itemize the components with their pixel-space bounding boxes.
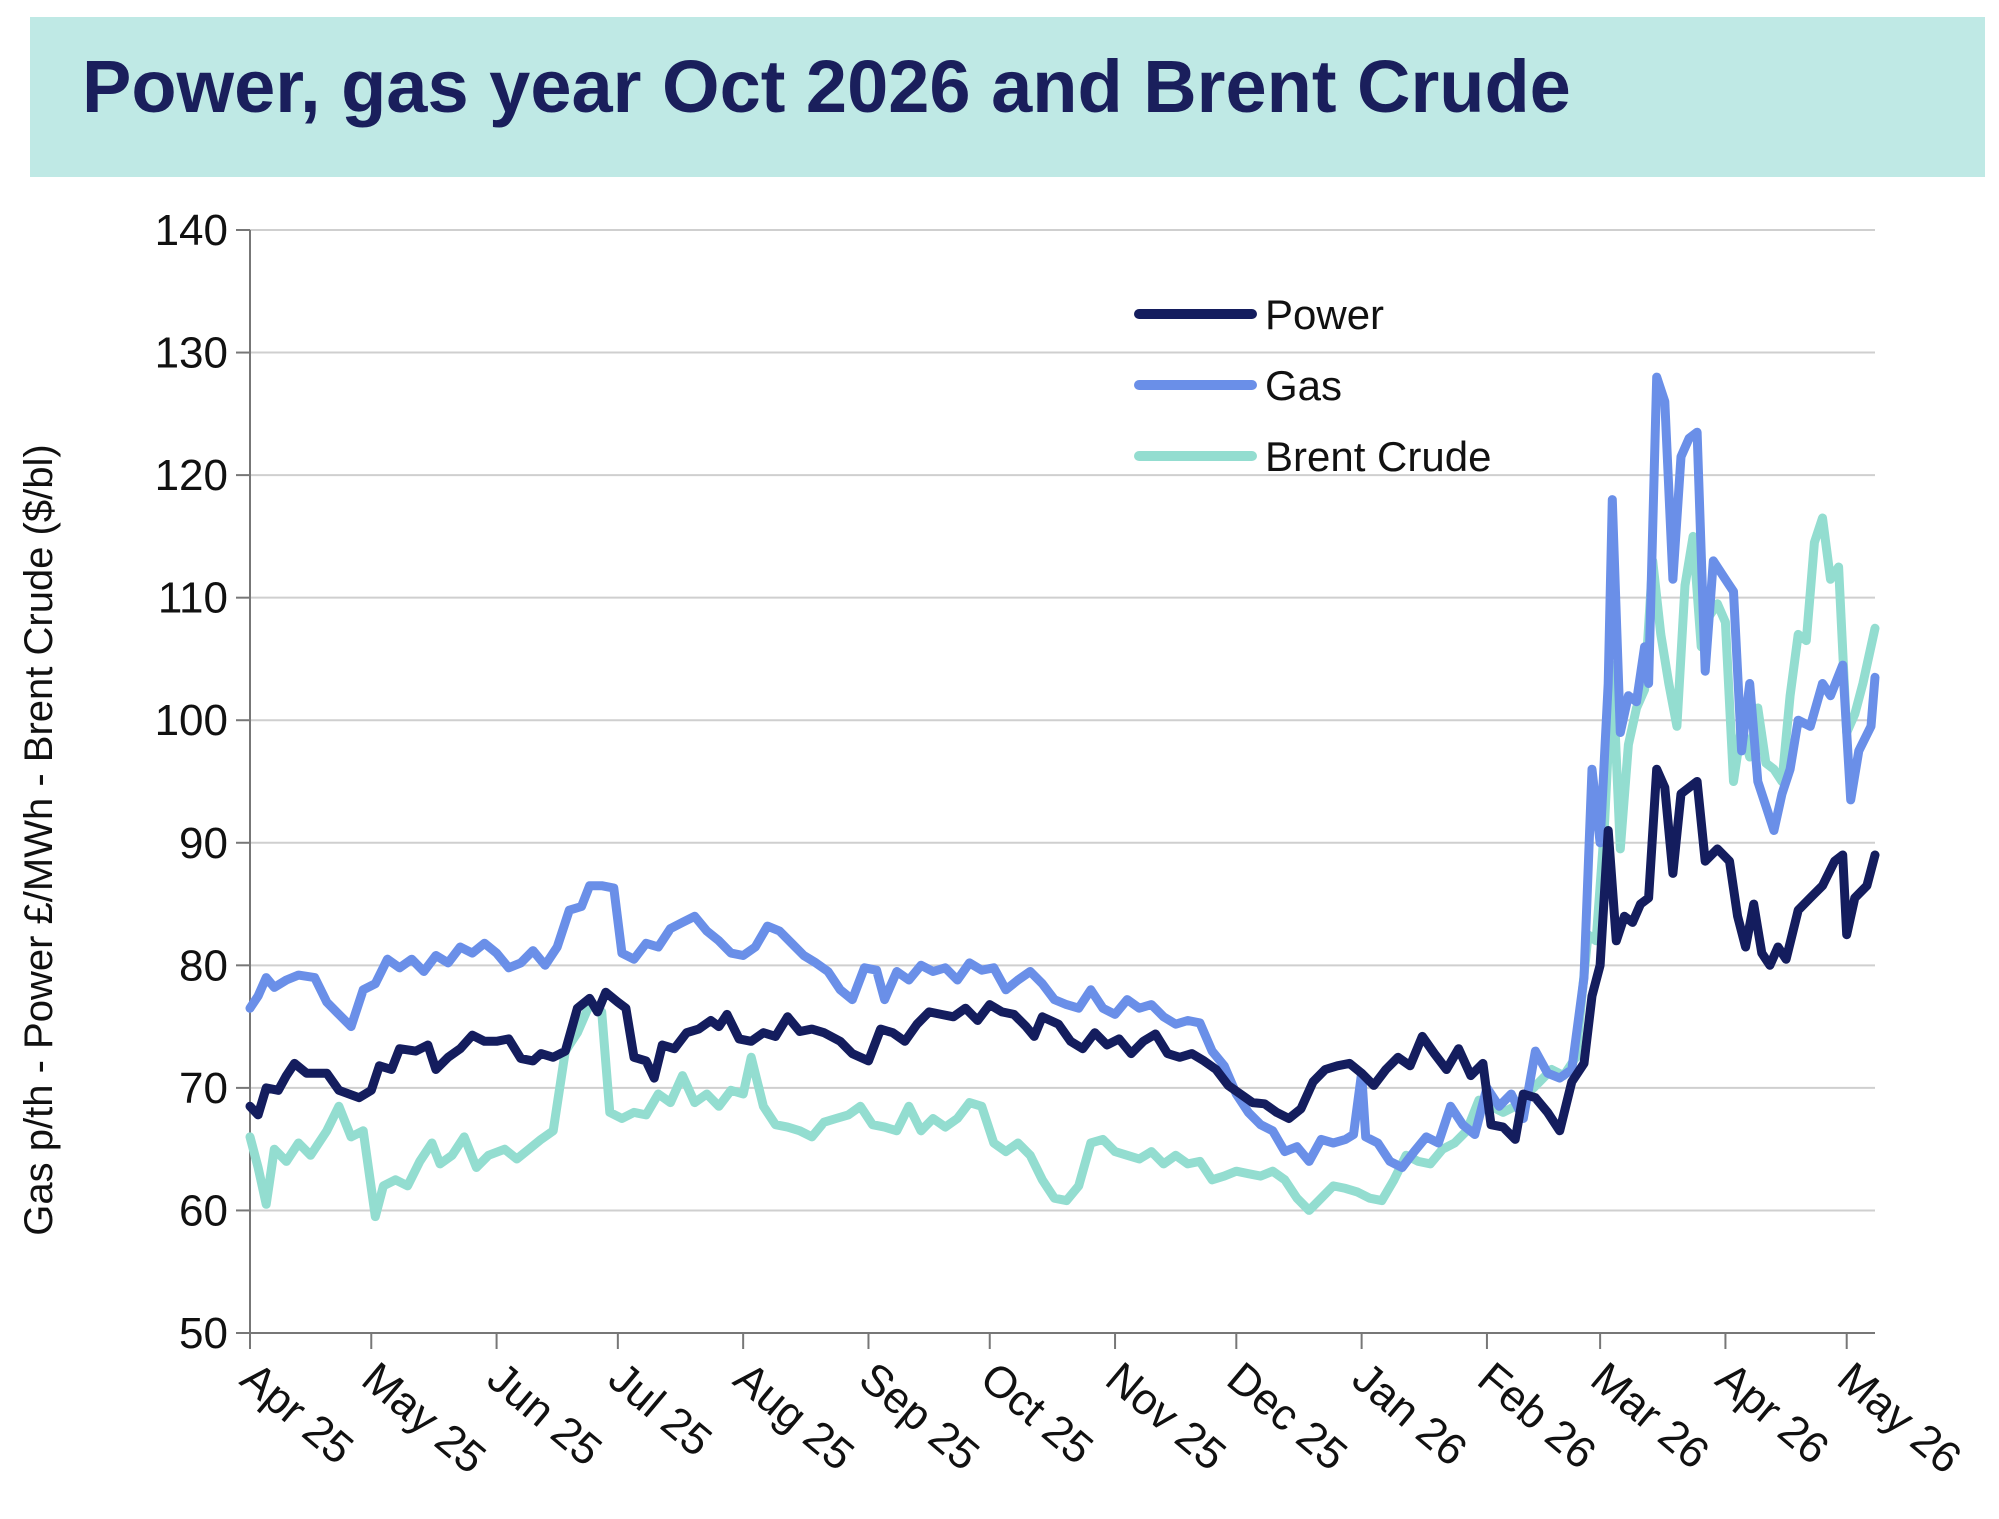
series-line-brent [245,513,1880,1222]
y-axis-title: Gas p/th - Power £/MWh - Brent Crude ($/… [17,444,61,1235]
x-tick-label: Jun 25 [478,1353,611,1475]
x-tick-label: Apr 25 [232,1353,363,1474]
title-banner [30,17,1985,177]
y-tick-label: 140 [155,206,228,255]
x-tick-label: Feb 26 [1469,1353,1605,1479]
y-tick-label: 110 [158,574,228,623]
legend-label-gas: Gas [1265,362,1342,409]
series-lines [245,372,1880,1222]
chart-title: Power, gas year Oct 2026 and Brent Crude [82,45,1571,128]
x-tick-label: Mar 26 [1582,1353,1718,1479]
x-tick-label: Jan 26 [1343,1353,1476,1475]
y-tick-label: 90 [179,819,228,868]
x-tick-label: May 26 [1828,1353,1970,1483]
x-tick-label: May 25 [353,1353,495,1483]
y-tick-labels: 50 60 70 80 90 100 110 120 130 140 [155,206,228,1358]
x-tick-label: Nov 25 [1097,1353,1235,1480]
legend: Power Gas Brent Crude [1134,291,1491,480]
legend-label-brent: Brent Crude [1265,433,1491,480]
y-tick-label: 60 [179,1186,228,1235]
x-tick-label: Jul 25 [599,1353,720,1466]
x-tick-label: Oct 25 [971,1353,1102,1474]
y-tick-label: 100 [155,696,228,745]
y-tick-label: 50 [179,1309,228,1358]
y-tick-label: 120 [155,451,228,500]
x-tick-label: Aug 25 [725,1353,863,1480]
x-tick-label: Apr 26 [1707,1353,1838,1474]
y-tick-label: 80 [179,941,228,990]
x-tick-label: Dec 25 [1218,1353,1356,1480]
x-tick-label: Sep 25 [850,1353,988,1480]
series-line-power [245,764,1880,1144]
y-tick-label: 130 [155,329,228,378]
y-tick-label: 70 [179,1064,228,1113]
series-line-gas [245,372,1880,1172]
legend-label-power: Power [1265,291,1384,338]
